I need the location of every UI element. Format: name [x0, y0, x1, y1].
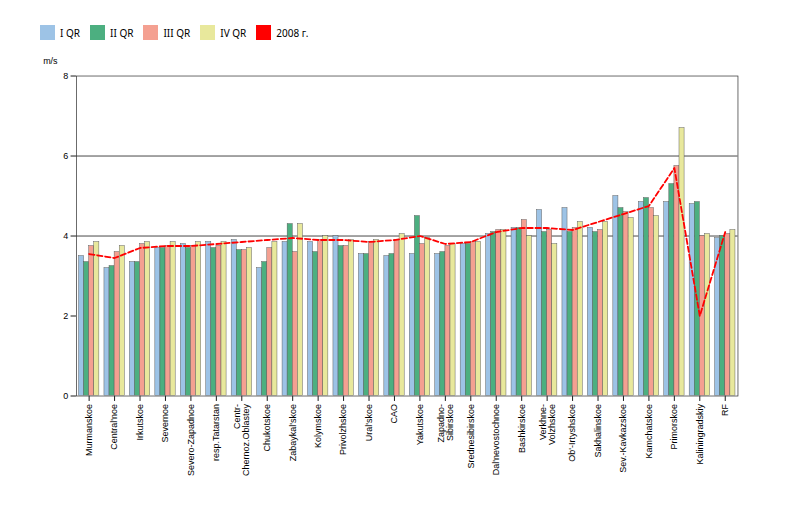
html-text:2008 г.: 2008 г. — [276, 25, 309, 40]
svg-text:Murmanskoe: Murmanskoe — [84, 404, 94, 456]
svg-text:Ural'skoe: Ural'skoe — [364, 404, 374, 441]
svg-text:Centr-Chernoz.Oblastey: Centr-Chernoz.Oblastey — [232, 404, 251, 476]
svg-text:Kaliningradskiy: Kaliningradskiy — [695, 404, 705, 465]
svg-text:0: 0 — [63, 391, 68, 401]
svg-text:Zabaykal'skoe: Zabaykal'skoe — [288, 404, 298, 461]
svg-text:Kolymskoe: Kolymskoe — [313, 404, 323, 448]
svg-text:6: 6 — [63, 151, 68, 161]
svg-text:Verkhne-Volzhskoe: Verkhne-Volzhskoe — [538, 404, 557, 445]
svg-text:2: 2 — [63, 311, 68, 321]
svg-text:Ob'-Irtyshskoe: Ob'-Irtyshskoe — [567, 404, 577, 462]
svg-text:Sev.-Kavkazskoe: Sev.-Kavkazskoe — [618, 404, 628, 473]
svg-text:Bashkirskoe: Bashkirskoe — [517, 404, 527, 453]
svg-text:Irkutskoe: Irkutskoe — [135, 404, 145, 440]
svg-text:Sakhalinskoe: Sakhalinskoe — [593, 404, 603, 457]
svg-text:Srednesibirskoe: Srednesibirskoe — [466, 404, 476, 468]
html-text:IV QR: IV QR — [220, 25, 247, 40]
html-text:II QR: II QR — [110, 25, 134, 40]
svg-text:4: 4 — [63, 231, 68, 241]
svg-text:8: 8 — [63, 71, 68, 81]
svg-text:CAO: CAO — [389, 404, 399, 423]
svg-text:Zapadno-Sibirskoe: Zapadno-Sibirskoe — [436, 404, 455, 442]
html-text:III QR: III QR — [163, 25, 191, 40]
svg-text:Chukotskoe: Chukotskoe — [262, 404, 272, 451]
svg-text:RF: RF — [720, 404, 730, 416]
svg-text:Kamchatskoe: Kamchatskoe — [644, 404, 654, 458]
svg-text:Severo-Zapadnoe: Severo-Zapadnoe — [186, 404, 196, 476]
svg-text:Primorskoe: Primorskoe — [669, 404, 679, 449]
svg-text:resp.Tatarstan: resp.Tatarstan — [211, 404, 221, 461]
svg-text:Central'noe: Central'noe — [109, 404, 119, 450]
svg-text:Severnoe: Severnoe — [160, 404, 170, 442]
svg-text:Privolzhskoe: Privolzhskoe — [338, 404, 348, 455]
svg-text:Yakutskoe: Yakutskoe — [415, 404, 425, 445]
html-text:I QR: I QR — [60, 25, 80, 40]
svg-text:Dal'nevostochnoe: Dal'nevostochnoe — [491, 404, 501, 475]
svg-text:m/s: m/s — [43, 56, 58, 66]
